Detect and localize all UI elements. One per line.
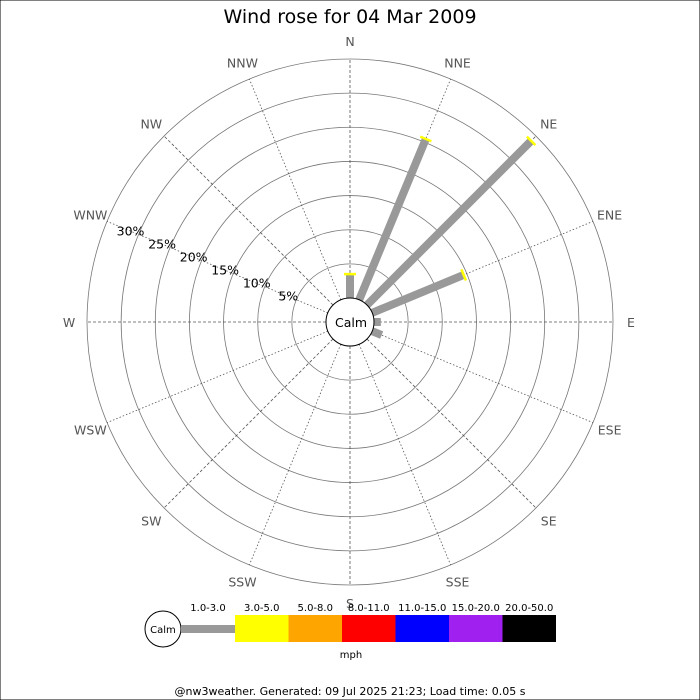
legend-units: mph bbox=[340, 650, 362, 661]
ring-35-pct bbox=[86, 58, 614, 586]
bar-ene bbox=[370, 271, 466, 317]
direction-label-nnw: NNW bbox=[227, 55, 258, 70]
percent-label-20: 20% bbox=[180, 250, 208, 265]
percent-label-25: 25% bbox=[148, 236, 176, 251]
spoke-ssw bbox=[248, 344, 342, 566]
legend-label-8.0-11.0: 8.0-11.0 bbox=[348, 603, 390, 614]
chart-title: Wind rose for 04 Mar 2009 bbox=[223, 6, 476, 28]
direction-labels: N NNE NE ENE E ESE SE SSE S SSW SW WSW W WNW NW NNW bbox=[63, 34, 635, 611]
legend-label-5.0-8.0: 5.0-8.0 bbox=[298, 603, 333, 614]
speed-legend: Calm 1.0-3.0 3.0-5.0 5.0-8.0 8.0-11.0 11.0-15… bbox=[144, 603, 556, 661]
legend-label-11.0-15.0: 11.0-15.0 bbox=[398, 603, 446, 614]
max-marker-ene bbox=[460, 268, 468, 281]
legend-swatch-11.0-15.0 bbox=[395, 615, 449, 642]
spoke-wsw bbox=[106, 330, 328, 424]
direction-label-nw: NW bbox=[140, 116, 162, 131]
direction-label-wnw: WNW bbox=[73, 207, 107, 222]
legend-swatch-5.0-8.0 bbox=[288, 615, 342, 642]
legend-swatch-20.0-50.0 bbox=[502, 615, 556, 642]
legend-label-1.0-3.0: 1.0-3.0 bbox=[190, 603, 225, 614]
legend-swatch-8.0-11.0 bbox=[342, 615, 396, 642]
calm-label: Calm bbox=[335, 315, 367, 330]
direction-label-ssw: SSW bbox=[228, 575, 256, 590]
footer-text: @nw3weather. Generated: 09 Jul 2025 21:2… bbox=[175, 685, 526, 698]
direction-label-ene: ENE bbox=[597, 207, 622, 222]
spoke-wnw bbox=[106, 220, 328, 314]
legend-label-15.0-20.0: 15.0-20.0 bbox=[452, 603, 500, 614]
bar-ne bbox=[364, 138, 534, 308]
percent-label-30: 30% bbox=[117, 223, 145, 238]
direction-label-s: S bbox=[346, 596, 354, 611]
calm-center: Calm bbox=[325, 297, 375, 347]
direction-label-sse: SSE bbox=[446, 575, 470, 590]
bar-nne bbox=[355, 137, 430, 302]
legend-swatch-1.0-3.0 bbox=[181, 625, 235, 633]
direction-label-e: E bbox=[627, 315, 635, 330]
legend-label-3.0-5.0: 3.0-5.0 bbox=[244, 603, 279, 614]
percent-label-15: 15% bbox=[211, 263, 239, 278]
ring-30-pct bbox=[120, 92, 580, 552]
direction-label-n: N bbox=[345, 34, 354, 49]
legend-swatch-15.0-20.0 bbox=[449, 615, 503, 642]
ring-5-pct bbox=[291, 263, 409, 381]
direction-label-w: W bbox=[63, 315, 75, 330]
spoke-nnw bbox=[248, 78, 342, 300]
direction-label-wsw: WSW bbox=[74, 423, 107, 438]
wind-bars bbox=[344, 135, 537, 339]
legend-swatch-3.0-5.0 bbox=[235, 615, 289, 642]
direction-label-nne: NNE bbox=[444, 55, 471, 70]
percent-label-5: 5% bbox=[278, 289, 298, 304]
spoke-ese bbox=[372, 330, 594, 424]
direction-label-sw: SW bbox=[141, 514, 161, 529]
ring-10-pct bbox=[257, 229, 443, 415]
max-marker-ne bbox=[526, 135, 537, 146]
legend-label-20.0-50.0: 20.0-50.0 bbox=[505, 603, 553, 614]
percent-labels: 5% 10% 15%20% 25%30% bbox=[117, 223, 299, 303]
direction-label-ne: NE bbox=[540, 116, 557, 131]
calm-circle bbox=[325, 297, 375, 347]
bar-ese bbox=[370, 327, 384, 339]
max-marker-nne bbox=[419, 135, 432, 143]
direction-label-ese: ESE bbox=[598, 423, 622, 438]
spoke-sse bbox=[358, 344, 452, 566]
direction-label-se: SE bbox=[541, 514, 557, 529]
percent-label-10: 10% bbox=[243, 276, 271, 291]
legend-calm-label: Calm bbox=[150, 625, 176, 636]
